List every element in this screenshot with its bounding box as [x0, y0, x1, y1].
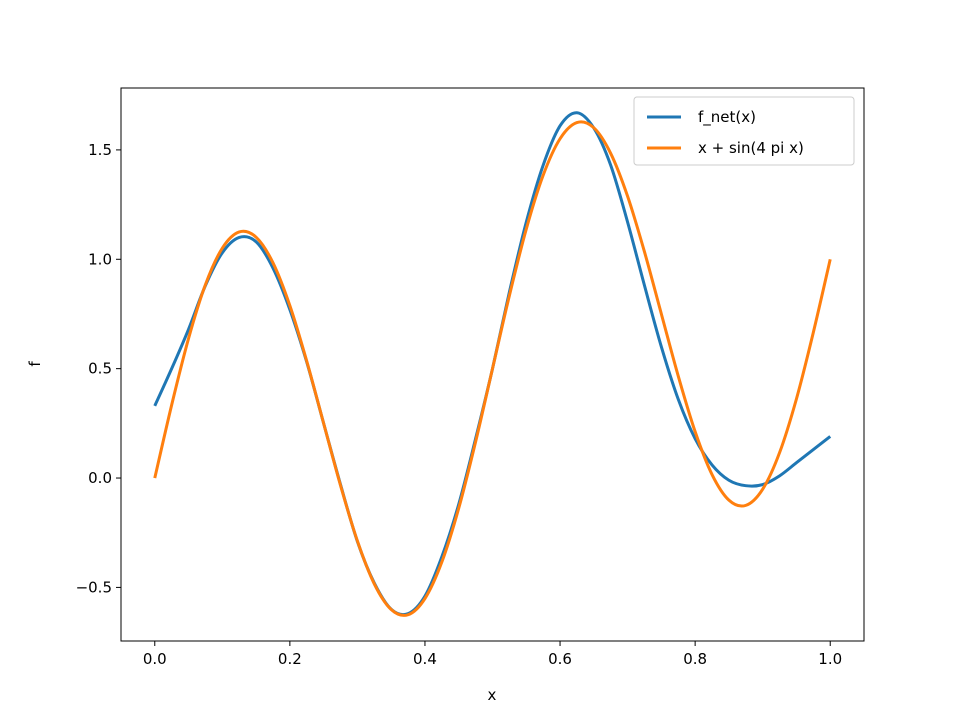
x-tick-label: 1.0	[818, 650, 842, 668]
y-tick-label: 1.5	[88, 141, 112, 159]
x-tick-label: 0.6	[548, 650, 572, 668]
x-tick-label: 0.8	[683, 650, 707, 668]
x-axis-label: x	[488, 686, 497, 704]
y-tick-label: 0.0	[88, 469, 112, 487]
x-tick-label: 0.0	[143, 650, 167, 668]
legend-label-target: x + sin(4 pi x)	[698, 139, 804, 157]
series-line-1	[153, 120, 832, 617]
x-tick-label: 0.2	[278, 650, 302, 668]
axes-frame	[120, 87, 865, 642]
y-tick-label: −0.5	[76, 578, 112, 596]
x-tick-label: 0.4	[413, 650, 437, 668]
y-tick-label: 1.0	[88, 250, 112, 268]
y-tick-label: 0.5	[88, 360, 112, 378]
y-axis-label: f	[26, 361, 44, 367]
legend: f_net(x) x + sin(4 pi x)	[633, 96, 855, 166]
legend-label-f-net: f_net(x)	[698, 108, 756, 127]
